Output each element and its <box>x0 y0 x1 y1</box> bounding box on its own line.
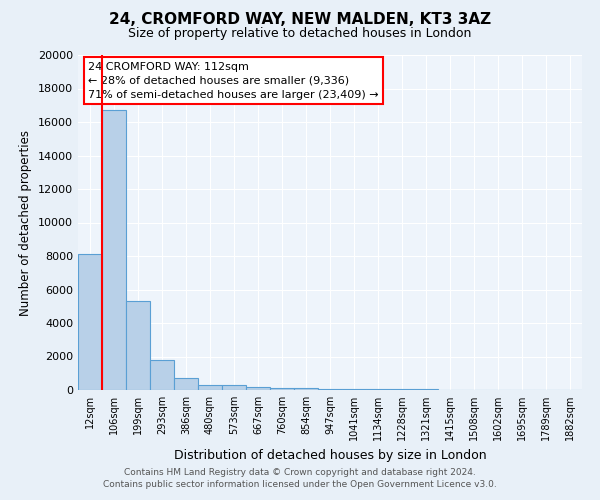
Y-axis label: Number of detached properties: Number of detached properties <box>19 130 32 316</box>
Bar <box>270 388 294 390</box>
X-axis label: Distribution of detached houses by size in London: Distribution of detached houses by size … <box>173 448 487 462</box>
Bar <box>318 388 342 390</box>
Bar <box>342 389 366 390</box>
Text: 24, CROMFORD WAY, NEW MALDEN, KT3 3AZ: 24, CROMFORD WAY, NEW MALDEN, KT3 3AZ <box>109 12 491 28</box>
Text: 24 CROMFORD WAY: 112sqm
← 28% of detached houses are smaller (9,336)
71% of semi: 24 CROMFORD WAY: 112sqm ← 28% of detache… <box>88 62 379 100</box>
Bar <box>150 360 174 390</box>
Bar <box>294 388 318 390</box>
Bar <box>198 385 222 390</box>
Bar <box>78 254 102 390</box>
Bar <box>366 389 390 390</box>
Bar <box>222 386 246 390</box>
Bar <box>174 378 198 390</box>
Bar <box>246 386 270 390</box>
Bar <box>102 110 126 390</box>
Text: Contains HM Land Registry data © Crown copyright and database right 2024.
Contai: Contains HM Land Registry data © Crown c… <box>103 468 497 489</box>
Text: Size of property relative to detached houses in London: Size of property relative to detached ho… <box>128 28 472 40</box>
Bar <box>126 301 150 390</box>
